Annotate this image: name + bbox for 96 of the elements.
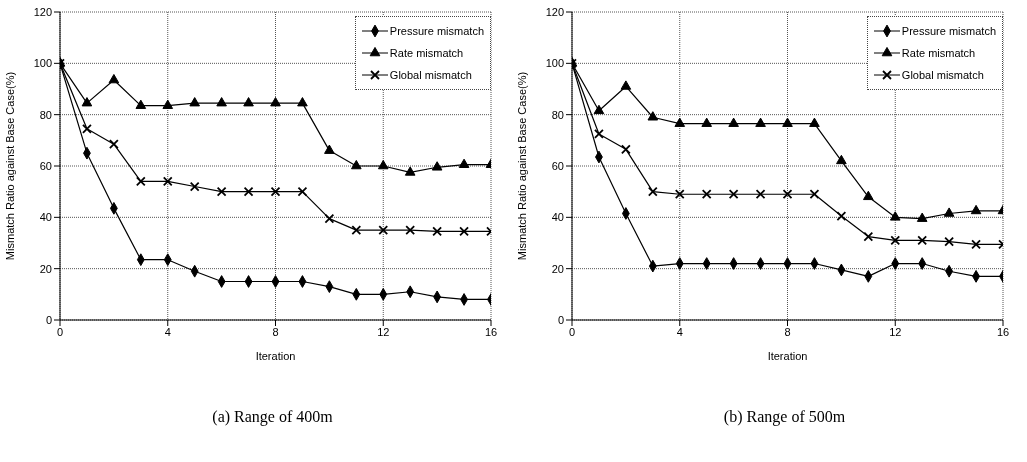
point: [620, 80, 632, 90]
x-tick-label: 8: [272, 325, 279, 338]
point: [108, 73, 120, 84]
point: [836, 154, 847, 165]
point: [701, 117, 712, 127]
y-tick-label: 40: [551, 211, 564, 224]
legend-label: Pressure mismatch: [389, 25, 484, 37]
point: [377, 159, 389, 170]
point: [81, 97, 93, 107]
point: [432, 226, 443, 237]
x-tick-label: 0: [568, 325, 576, 338]
y-tick-label: 20: [551, 262, 564, 275]
x-tick-label: 4: [676, 325, 683, 338]
point: [162, 176, 173, 187]
legend-label: Global mismatch: [901, 69, 984, 81]
point: [431, 161, 443, 171]
point: [404, 166, 416, 176]
point: [351, 225, 362, 236]
point: [593, 104, 605, 115]
point: [162, 99, 174, 109]
legend-label: Rate mismatch: [389, 47, 464, 59]
point: [82, 123, 92, 134]
legend-label: Pressure mismatch: [901, 25, 996, 37]
x-tick-label: 12: [889, 325, 902, 338]
y-tick-label: 0: [557, 313, 564, 326]
y-tick-label: 80: [39, 108, 52, 121]
point: [216, 97, 227, 107]
point: [863, 231, 874, 242]
x-axis-title: Iteration: [767, 350, 808, 362]
y-tick-label: 100: [545, 57, 564, 70]
legend-label: Global mismatch: [389, 69, 472, 81]
y-tick-label: 0: [45, 313, 52, 326]
point: [836, 211, 847, 221]
y-tick-label: 120: [545, 5, 564, 18]
point: [297, 186, 308, 197]
point: [189, 181, 200, 192]
y-tick-label: 60: [551, 159, 564, 172]
point: [189, 97, 200, 107]
point: [594, 129, 604, 139]
y-axis-title: Mismatch Ratio against Base Case(%): [3, 71, 16, 261]
point: [405, 225, 416, 236]
y-tick-label: 120: [33, 5, 52, 18]
point: [809, 189, 820, 200]
point: [728, 189, 739, 200]
point: [889, 211, 901, 221]
point: [916, 212, 928, 222]
point: [809, 117, 820, 127]
x-tick-label: 12: [377, 325, 390, 338]
x-tick-label: 8: [784, 325, 791, 338]
point: [944, 236, 955, 247]
point: [674, 117, 686, 127]
point: [324, 213, 335, 224]
point: [243, 186, 254, 197]
y-axis-title: Mismatch Ratio against Base Case(%): [515, 71, 528, 261]
x-tick-label: 0: [56, 325, 64, 338]
point: [458, 158, 470, 168]
point: [459, 226, 469, 237]
legend-label: Rate mismatch: [901, 47, 976, 59]
x-tick-label: 16: [484, 325, 498, 338]
y-tick-label: 40: [39, 211, 52, 224]
point: [863, 190, 874, 201]
point: [971, 239, 981, 250]
point: [917, 235, 928, 246]
point: [351, 159, 362, 170]
x-tick-label: 16: [996, 325, 1010, 338]
point: [216, 186, 227, 197]
x-axis-title: Iteration: [255, 350, 296, 362]
point: [782, 117, 793, 127]
y-tick-label: 80: [551, 108, 564, 121]
point: [297, 97, 308, 107]
point: [674, 189, 685, 200]
point: [270, 186, 281, 197]
point: [890, 235, 901, 246]
point: [701, 189, 712, 200]
point: [970, 204, 982, 215]
point: [755, 189, 766, 200]
point: [728, 117, 739, 127]
point: [943, 207, 955, 217]
point: [782, 189, 793, 200]
point: [378, 225, 389, 236]
x-tick-label: 4: [164, 325, 171, 338]
point: [135, 99, 147, 109]
point: [647, 186, 658, 197]
point: [243, 97, 254, 107]
point: [755, 117, 766, 127]
point: [135, 176, 146, 187]
text: (a) Range of 400m: [211, 408, 334, 426]
point: [620, 144, 631, 155]
y-tick-label: 20: [39, 262, 52, 275]
point: [324, 144, 335, 154]
text: (b) Range of 500m: [722, 408, 847, 426]
point: [647, 111, 659, 121]
point: [270, 97, 281, 107]
y-tick-label: 100: [33, 57, 52, 70]
point: [108, 139, 119, 150]
y-tick-label: 60: [39, 159, 52, 172]
